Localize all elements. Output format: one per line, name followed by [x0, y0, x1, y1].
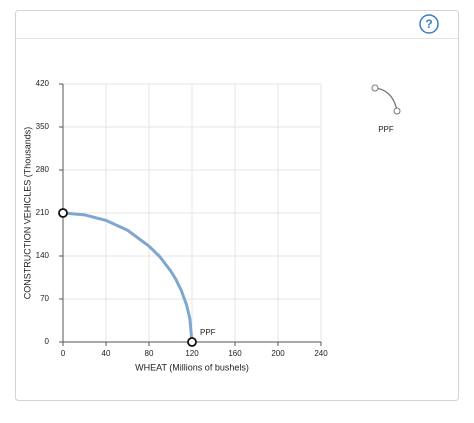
x-tick-label: 240	[314, 349, 328, 358]
x-tick-label: 0	[61, 349, 66, 358]
series-line	[62, 211, 194, 343]
y-tick-label: 140	[36, 251, 50, 260]
legend: PPF	[371, 84, 401, 134]
legend-point-icon	[393, 107, 401, 115]
y-tick-label: 210	[36, 208, 50, 217]
help-button[interactable]	[419, 14, 439, 34]
annotation: PPF	[200, 328, 216, 337]
legend-point-icon	[371, 84, 379, 92]
x-tick-label: 200	[271, 349, 285, 358]
y-tick-label: 350	[36, 122, 50, 131]
y-axis-label: CONSTRUCTION VEHICLES (Thousands)	[22, 127, 32, 300]
endpoint-marker	[187, 337, 197, 347]
help-icon[interactable]: ?	[425, 17, 432, 31]
panel	[15, 10, 459, 401]
y-tick-label: 0	[45, 337, 50, 346]
x-tick-label: 40	[102, 349, 111, 358]
legend-label: PPF	[378, 125, 394, 134]
x-tick-label: 80	[145, 349, 154, 358]
y-tick-label: 420	[36, 79, 50, 88]
y-tick-label: 70	[40, 294, 49, 303]
y-tick-label: 280	[36, 165, 50, 174]
x-tick-label: 160	[228, 349, 242, 358]
x-tick-label: 120	[185, 349, 199, 358]
x-axis-label: WHEAT (Millions of bushels)	[135, 362, 249, 372]
endpoint-marker	[58, 208, 68, 218]
